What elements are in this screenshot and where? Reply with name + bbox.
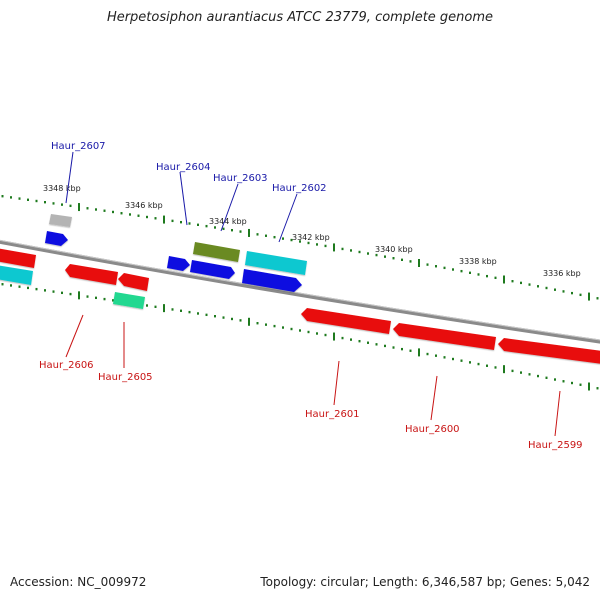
gene-feature [65,264,118,285]
gene-label-haur-2600: Haur_2600 [405,424,460,435]
gene-feature [242,269,302,292]
scale-ticks-outer [1,194,599,301]
gene-feature [190,260,235,279]
gene-feature [193,242,240,262]
gene-feature [45,231,68,246]
accession-text: Accession: NC_009972 [10,575,147,589]
gene-feature [498,338,600,364]
map-title: Herpetosiphon aurantiacus ATCC 23779, co… [106,10,494,25]
scale-label: 3340 kbp [375,245,413,254]
scale-ticks-inner [1,283,599,391]
gene-feature [245,251,307,275]
scale-label: 3346 kbp [125,201,163,210]
gene-feature [49,214,72,227]
scale-label: 3338 kbp [459,257,497,266]
topology-text: Topology: circular; Length: 6,346,587 bp… [260,575,590,589]
gene-label-haur-2603: Haur_2603 [213,173,268,184]
gene-label-haur-2607: Haur_2607 [51,141,106,152]
gene-feature [118,273,149,291]
gene-label-haur-2601: Haur_2601 [305,409,360,420]
gene-label-haur-2606: Haur_2606 [39,360,94,371]
scale-label: 3342 kbp [292,233,330,242]
gene-label-haur-2605: Haur_2605 [98,372,153,383]
gene-feature [0,265,33,285]
scale-label: 3348 kbp [43,184,81,193]
scale-label: 3336 kbp [543,269,581,278]
gene-feature [301,308,391,334]
gene-feature [393,323,496,350]
gene-label-haur-2604: Haur_2604 [156,162,211,173]
gene-feature [167,256,190,271]
gene-feature [113,292,145,309]
gene-label-haur-2599: Haur_2599 [528,440,583,451]
genome-backbone [0,239,600,344]
gene-feature [0,248,36,268]
gene-label-haur-2602: Haur_2602 [272,183,327,194]
scale-label: 3344 kbp [209,217,247,226]
